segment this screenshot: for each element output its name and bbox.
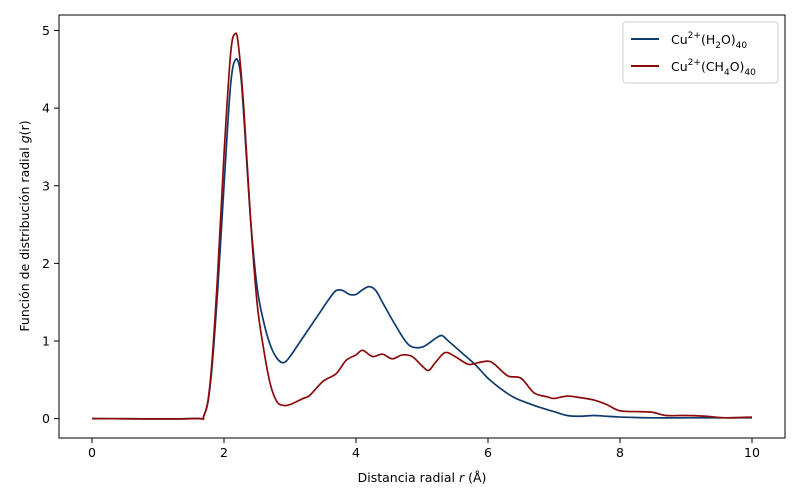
y-tick-label: 0: [42, 411, 50, 426]
y-axis-label-arg: (r): [17, 120, 32, 135]
y-tick-label: 3: [42, 178, 50, 193]
y-tick-label: 5: [42, 23, 50, 38]
x-tick-label: 0: [88, 445, 96, 460]
x-axis-label: Distancia radial r (Å): [358, 470, 487, 485]
series-line-water: [91, 58, 752, 420]
legend-box: [622, 21, 779, 84]
x-tick-label: 6: [484, 445, 492, 460]
x-tick-label: 8: [616, 445, 624, 460]
y-axis-ticks: 0 1 2 3 4 5: [42, 23, 59, 426]
y-tick-label: 2: [42, 256, 50, 271]
y-tick-label: 4: [42, 101, 50, 116]
y-axis-label-var: g: [17, 135, 32, 143]
x-axis-ticks: 0 2 4 6 8 10: [88, 438, 760, 460]
x-axis-label-text: Distancia radial: [358, 470, 459, 485]
legend-entry-water: Cu2+(H2O)40: [671, 31, 747, 51]
y-axis-label: Función de distribución radial g(r): [17, 120, 32, 331]
curves-layer: [91, 32, 753, 420]
plot-frame: [58, 14, 786, 439]
x-tick-label: 4: [352, 445, 360, 460]
y-axis-label-text: Función de distribución radial: [17, 143, 32, 331]
x-tick-label: 2: [220, 445, 228, 460]
x-tick-label: 10: [744, 445, 760, 460]
x-axis-label-var: r: [459, 470, 465, 485]
plot-area: [58, 14, 786, 439]
legend: Cu2+(H2O)40 Cu2+(CH4O)40: [622, 21, 779, 84]
x-axis-label-unit: (Å): [464, 470, 486, 485]
series-line-methanol: [91, 32, 753, 420]
legend-entry-methanol: Cu2+(CH4O)40: [671, 58, 756, 78]
y-tick-label: 1: [42, 333, 50, 348]
